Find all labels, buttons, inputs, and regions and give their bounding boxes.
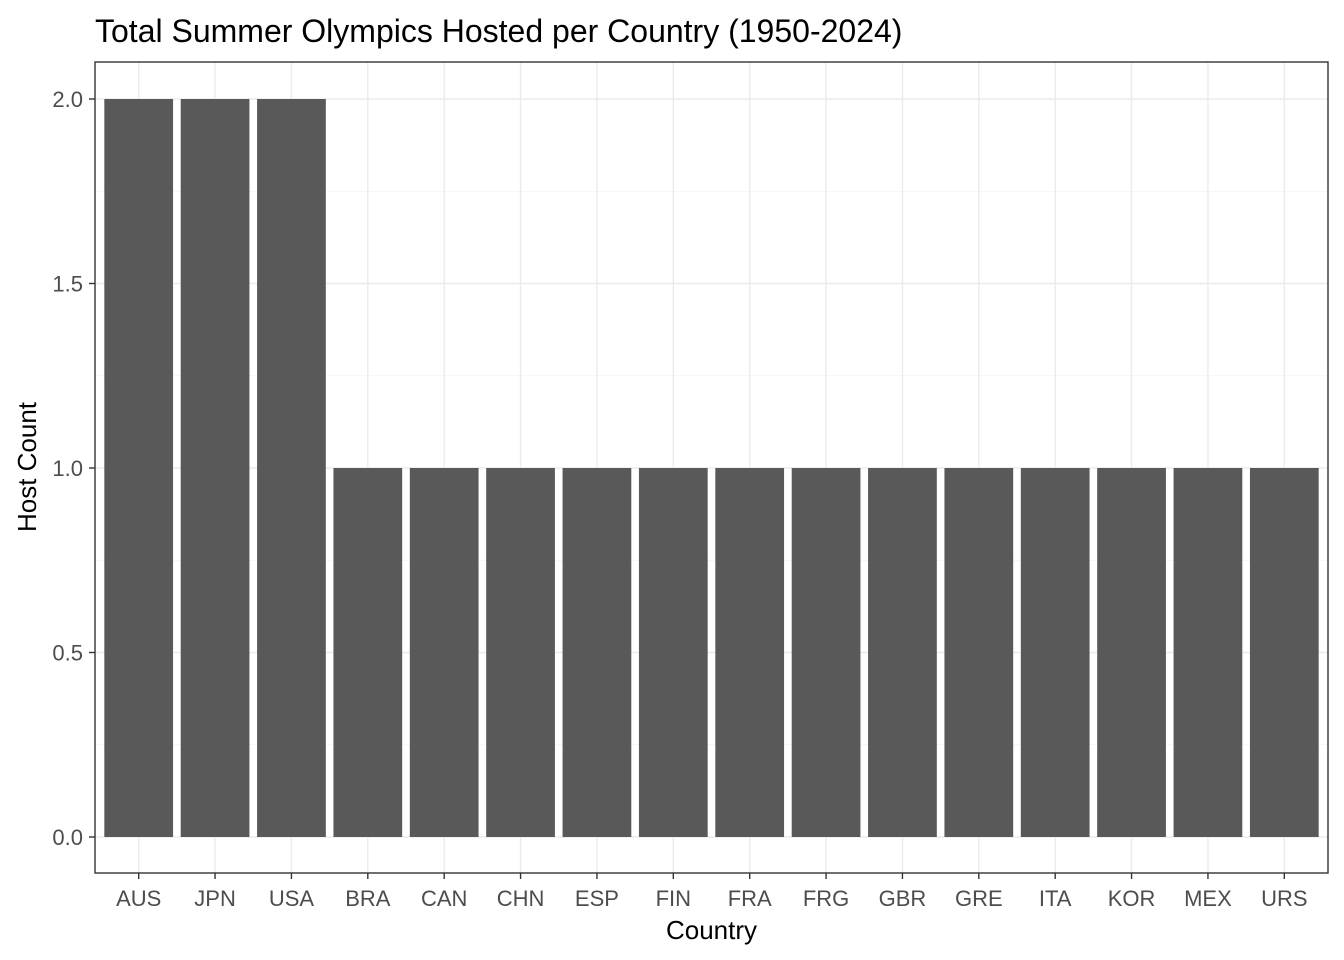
x-tick-label: USA bbox=[269, 886, 315, 911]
x-axis-title: Country bbox=[666, 915, 757, 945]
y-tick-label: 2.0 bbox=[52, 87, 83, 112]
x-tick-label: BRA bbox=[345, 886, 391, 911]
x-tick-label: URS bbox=[1261, 886, 1307, 911]
x-tick-label: KOR bbox=[1108, 886, 1156, 911]
x-tick-label: GRE bbox=[955, 886, 1003, 911]
y-tick-label: 1.0 bbox=[52, 456, 83, 481]
bar-gre bbox=[944, 468, 1014, 837]
x-tick-label: CAN bbox=[421, 886, 467, 911]
bar-gbr bbox=[868, 468, 937, 837]
x-tick-label: ITA bbox=[1039, 886, 1072, 911]
y-axis-title: Host Count bbox=[12, 401, 42, 532]
y-tick-label: 0.0 bbox=[52, 825, 83, 850]
bar-jpn bbox=[180, 99, 250, 837]
bar-urs bbox=[1249, 468, 1319, 837]
bar-kor bbox=[1097, 468, 1166, 837]
x-tick-label: GBR bbox=[879, 886, 927, 911]
bar-aus bbox=[104, 99, 174, 837]
y-axis-ticks: 0.0 0.5 1.0 1.5 2.0 bbox=[52, 87, 95, 850]
bar-frg bbox=[791, 468, 861, 837]
bar-bra bbox=[333, 468, 403, 837]
bar-esp bbox=[562, 468, 632, 837]
x-tick-label: CHN bbox=[497, 886, 545, 911]
x-tick-label: MEX bbox=[1184, 886, 1232, 911]
x-tick-label: AUS bbox=[116, 886, 161, 911]
bar-chn bbox=[486, 468, 555, 837]
bar-usa bbox=[257, 99, 326, 837]
x-axis-ticks: AUS JPN USA BRA CAN CHN ESP FIN FRA FRG GBR GRE ITA K… bbox=[116, 873, 1308, 911]
x-tick-label: FRA bbox=[728, 886, 772, 911]
y-tick-label: 0.5 bbox=[52, 641, 83, 666]
bar-fin bbox=[638, 468, 708, 837]
chart-title: Total Summer Olympics Hosted per Country… bbox=[95, 13, 902, 49]
bar-can bbox=[409, 468, 479, 837]
x-tick-label: JPN bbox=[194, 886, 236, 911]
bars bbox=[104, 99, 1319, 837]
y-tick-label: 1.5 bbox=[52, 272, 83, 297]
bar-mex bbox=[1173, 468, 1243, 837]
x-tick-label: ESP bbox=[575, 886, 619, 911]
x-tick-label: FIN bbox=[656, 886, 691, 911]
bar-ita bbox=[1020, 468, 1090, 837]
bar-fra bbox=[715, 468, 785, 837]
x-tick-label: FRG bbox=[803, 886, 849, 911]
